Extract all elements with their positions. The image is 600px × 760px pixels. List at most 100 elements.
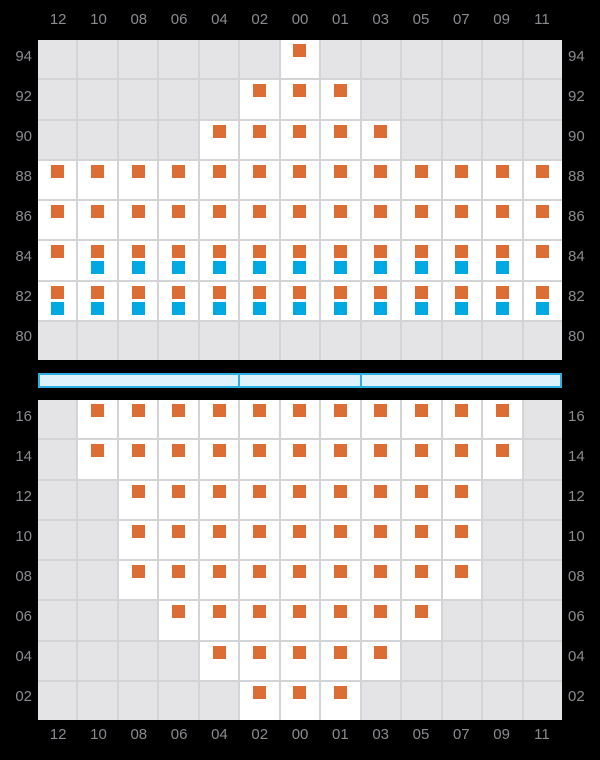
orange-mark — [50, 245, 64, 259]
grid-cell — [442, 40, 482, 79]
grid-cell — [442, 241, 482, 280]
range-bar-segment[interactable] — [359, 375, 560, 386]
grid-cell — [240, 681, 279, 720]
orange-mark — [172, 245, 186, 259]
grid-cell — [442, 80, 482, 119]
orange-mark — [495, 164, 509, 178]
grid-cell — [159, 641, 198, 680]
grid-cell — [280, 561, 320, 600]
orange-mark — [455, 245, 469, 259]
grid-cell — [159, 520, 198, 559]
orange-mark — [495, 285, 509, 299]
orange-mark — [455, 205, 469, 218]
orange-mark — [333, 685, 347, 699]
column-label: 07 — [452, 726, 470, 743]
grid-cell — [199, 201, 239, 240]
column-label: 02 — [251, 726, 269, 743]
orange-mark — [293, 444, 307, 458]
orange-mark — [172, 285, 186, 299]
grid-cell — [38, 281, 77, 320]
grid-cell — [483, 561, 522, 600]
blue-mark — [495, 261, 509, 275]
orange-mark — [293, 124, 307, 138]
grid-cell — [402, 561, 441, 600]
column-label: 10 — [90, 11, 107, 28]
orange-mark — [293, 685, 307, 699]
column-label: 08 — [130, 11, 148, 28]
orange-mark — [91, 164, 105, 178]
orange-mark — [414, 444, 428, 458]
grid-cell — [483, 201, 522, 240]
grid-cell — [402, 641, 441, 680]
grid-cell — [361, 160, 401, 199]
grid-cell — [199, 160, 239, 199]
upper-row-labels-left: 94 92 90 88 86 84 82 80 — [0, 40, 38, 360]
orange-mark — [172, 565, 186, 578]
grid-cell — [159, 80, 198, 119]
column-label: 08 — [130, 726, 148, 743]
column-label: 01 — [332, 11, 349, 28]
grid-cell — [240, 201, 279, 240]
orange-mark — [91, 285, 105, 299]
lower-row-labels-left: 16 14 12 10 08 06 04 02 — [0, 400, 38, 720]
grid-cell — [78, 480, 117, 519]
grid-cell — [523, 160, 562, 199]
column-label: 12 — [49, 11, 67, 28]
grid-cell — [240, 520, 279, 559]
range-bar[interactable] — [38, 373, 562, 388]
grid-cell — [523, 120, 562, 159]
orange-mark — [293, 44, 307, 57]
range-bar-segment[interactable] — [40, 375, 238, 386]
grid-cell — [361, 561, 401, 600]
grid-cell — [118, 281, 158, 320]
grid-cell — [442, 520, 482, 559]
grid-cell — [38, 241, 77, 280]
orange-mark — [495, 444, 509, 458]
grid-cell — [442, 561, 482, 600]
grid-cell — [523, 40, 562, 79]
grid-cell — [442, 400, 482, 439]
grid-cell — [38, 641, 77, 680]
lower-grid-cells — [38, 400, 562, 720]
range-bar-segment[interactable] — [238, 375, 359, 386]
column-label: 10 — [90, 726, 107, 743]
blue-mark — [536, 301, 550, 315]
orange-mark — [536, 205, 550, 218]
grid-cell — [199, 520, 239, 559]
grid-cell — [199, 40, 239, 79]
orange-mark — [374, 124, 388, 138]
grid-cell — [199, 80, 239, 119]
orange-mark — [172, 404, 186, 417]
row-label: 12 — [568, 488, 585, 505]
column-label: 11 — [534, 726, 550, 743]
orange-mark — [131, 565, 145, 578]
grid-cell — [78, 160, 117, 199]
orange-mark — [172, 444, 186, 458]
grid-cell — [240, 321, 279, 360]
grid-cell — [78, 601, 117, 640]
row-label: 88 — [15, 168, 32, 185]
grid-cell — [321, 120, 360, 159]
row-label: 84 — [15, 248, 32, 265]
lower-grid: 16 14 12 10 08 06 04 02 16 14 12 10 08 06 04 02 — [0, 400, 600, 720]
grid-cell — [523, 281, 562, 320]
grid-cell — [280, 120, 320, 159]
grid-cell — [402, 201, 441, 240]
grid-cell — [159, 480, 198, 519]
blue-mark — [212, 301, 226, 315]
orange-mark — [414, 404, 428, 417]
grid-cell — [321, 80, 360, 119]
grid-cell — [118, 400, 158, 439]
grid-cell — [159, 400, 198, 439]
column-labels-top: 12 10 08 06 04 02 00 01 03 05 07 09 11 — [38, 0, 562, 40]
orange-mark — [293, 565, 307, 578]
column-label: 02 — [251, 11, 269, 28]
grid-cell — [199, 561, 239, 600]
grid-cell — [118, 440, 158, 479]
blue-mark — [333, 301, 347, 315]
grid-cell — [240, 400, 279, 439]
orange-mark — [212, 124, 226, 138]
orange-mark — [212, 645, 226, 659]
grid-cell — [442, 601, 482, 640]
grid-cell — [483, 160, 522, 199]
